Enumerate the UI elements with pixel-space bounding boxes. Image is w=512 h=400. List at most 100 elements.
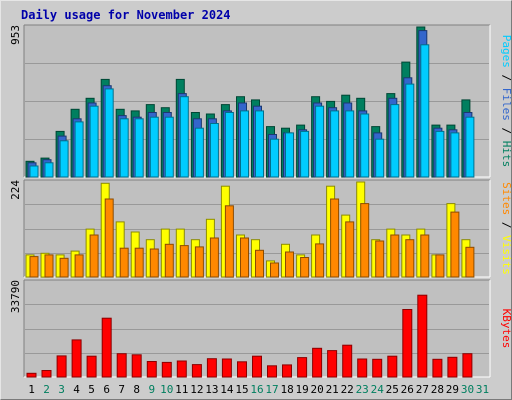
legend-hits: Hits: [500, 141, 512, 168]
x-tick-label-day-18: 18: [280, 383, 293, 396]
panel-visits-bar-sites-day-6: [104, 198, 114, 278]
panel-hits-bar-pages-day-11: [179, 96, 189, 178]
panel-kbytes-bar-kbytes-day-10: [161, 361, 172, 378]
panel-hits-max-label: 953: [9, 25, 22, 45]
panel-visits-bar-sites-day-8: [134, 247, 144, 278]
x-tick-label-day-17: 17: [265, 383, 278, 396]
panel-hits-bar-pages-day-18: [285, 132, 294, 178]
panel-hits-bar-pages-day-15: [240, 110, 249, 178]
panel-kbytes-bar-kbytes-day-27: [417, 294, 428, 378]
panel-visits-bar-sites-day-12: [194, 246, 204, 278]
legend-visits: Visits: [500, 235, 512, 275]
panel-kbytes-bar-kbytes-day-1: [26, 372, 37, 378]
panel-visits-bar-sites-day-22: [345, 221, 355, 278]
panel-visits-bar-sites-day-2: [44, 254, 54, 278]
x-tick-label-day-11: 11: [175, 383, 188, 396]
panel-hits-bar-pages-day-27: [420, 44, 430, 178]
panel-visits-bar-sites-day-3: [59, 257, 69, 278]
panel-hits-bar-pages-day-17: [270, 138, 279, 178]
panel-kbytes-bar-kbytes-day-8: [131, 354, 142, 378]
panel-hits-bar-pages-day-28: [435, 130, 445, 178]
x-tick-label-day-4: 4: [73, 383, 80, 396]
panel-hits-bar-pages-day-14: [224, 112, 234, 178]
x-tick-label-day-1: 1: [28, 383, 35, 396]
panel-hits-bar-pages-day-22: [345, 110, 355, 178]
panel-hits-bar-pages-day-8: [134, 118, 144, 178]
x-tick-label-day-15: 15: [235, 383, 248, 396]
x-tick-label-day-31: 31: [476, 383, 489, 396]
x-tick-label-day-14: 14: [220, 383, 234, 396]
panel-visits-bar-sites-day-17: [270, 262, 279, 278]
panel-visits-bar-sites-day-20: [315, 243, 325, 278]
panel-kbytes-bar-kbytes-day-7: [116, 353, 127, 378]
panel-kbytes-bar-kbytes-day-23: [357, 358, 368, 378]
panel-visits-bar-sites-day-14: [224, 205, 234, 278]
panel-kbytes-bar-kbytes-day-25: [387, 355, 398, 378]
side-axis-label: Sites / Visits: [500, 182, 512, 275]
x-tick-label-day-9: 9: [148, 383, 155, 396]
side-axis-label: Pages / Files / Hits: [500, 35, 512, 168]
panel-visits-bar-sites-day-28: [435, 254, 445, 278]
x-tick-label-day-10: 10: [160, 383, 173, 396]
legend-kbytes: KBytes: [500, 309, 512, 349]
panel-kbytes-bar-kbytes-day-9: [146, 361, 157, 378]
x-tick-label-day-25: 25: [386, 383, 399, 396]
panel-visits-bar-sites-day-27: [420, 234, 430, 278]
panel-kbytes-bar-kbytes-day-28: [432, 358, 443, 378]
panel-visits-bar-sites-day-24: [375, 240, 385, 278]
panel-visits-bar-sites-day-4: [74, 254, 84, 278]
panel-kbytes-bar-kbytes-day-20: [312, 347, 323, 378]
x-tick-label-day-5: 5: [88, 383, 95, 396]
panel-kbytes-bar-kbytes-day-18: [282, 364, 292, 378]
x-tick-label-day-26: 26: [401, 383, 414, 396]
panel-visits-bar-sites-day-1: [29, 256, 39, 278]
legend-separator: /: [500, 215, 512, 235]
x-tick-label-day-16: 16: [250, 383, 263, 396]
panel-hits-bar-pages-day-9: [149, 116, 159, 178]
panel-hits-bar-pages-day-25: [390, 104, 400, 178]
panel-kbytes-bar-kbytes-day-16: [252, 355, 262, 378]
panel-kbytes-bar-kbytes-day-24: [372, 358, 383, 378]
x-tick-label-day-13: 13: [205, 383, 218, 396]
panel-visits-bar-sites-day-26: [405, 239, 415, 278]
panel-kbytes-bar-kbytes-day-4: [71, 339, 82, 378]
panel-hits-bar-pages-day-26: [405, 83, 415, 178]
panel-visits-bar-sites-day-15: [240, 237, 249, 278]
panel-hits-bar-pages-day-3: [59, 140, 69, 178]
legend-separator: /: [500, 121, 512, 141]
x-tick-label-day-2: 2: [43, 383, 50, 396]
panel-kbytes-bar-kbytes-day-17: [267, 365, 277, 378]
panel-kbytes-bar-kbytes-day-14: [221, 358, 232, 378]
panel-kbytes-bar-kbytes-day-26: [402, 309, 413, 378]
panel-visits-bar-sites-day-21: [330, 198, 340, 278]
panel-visits-bar-sites-day-11: [179, 245, 189, 278]
panel-hits-bar-pages-day-21: [330, 110, 340, 178]
panel-hits-bar-pages-day-24: [375, 138, 385, 178]
panel-kbytes-bar-kbytes-day-19: [297, 357, 308, 378]
x-tick-label-day-21: 21: [326, 383, 339, 396]
side-axis-label: KBytes: [500, 309, 512, 349]
x-tick-label-day-22: 22: [341, 383, 354, 396]
x-tick-label-day-24: 24: [371, 383, 385, 396]
panel-hits-bar-pages-day-10: [164, 116, 174, 178]
panel-hits-bar-pages-day-4: [74, 121, 84, 178]
panel-hits-bar-pages-day-30: [465, 116, 475, 178]
x-tick-label-day-19: 19: [295, 383, 308, 396]
panel-hits-bar-pages-day-12: [194, 127, 204, 178]
panel-kbytes-bar-kbytes-day-12: [191, 364, 202, 378]
panel-visits-bar-sites-day-18: [285, 251, 294, 278]
panel-visits-bar-sites-day-19: [300, 257, 310, 278]
panel-hits-bar-pages-day-7: [119, 118, 129, 178]
panel-hits-bar-pages-day-6: [104, 88, 114, 178]
panel-visits-bar-sites-day-30: [465, 246, 475, 278]
panel-kbytes-bar-kbytes-day-13: [206, 358, 217, 378]
panel-kbytes-bar-kbytes-day-30: [462, 353, 473, 378]
panel-hits-bar-pages-day-2: [44, 162, 54, 178]
x-tick-label-day-28: 28: [431, 383, 444, 396]
panel-kbytes-bar-kbytes-day-15: [237, 361, 247, 378]
panel-visits-bar-sites-day-7: [119, 247, 129, 278]
x-tick-label-day-6: 6: [103, 383, 110, 396]
x-tick-label-day-20: 20: [310, 383, 323, 396]
panel-kbytes-bar-kbytes-day-2: [41, 370, 52, 378]
x-tick-label-day-3: 3: [58, 383, 65, 396]
